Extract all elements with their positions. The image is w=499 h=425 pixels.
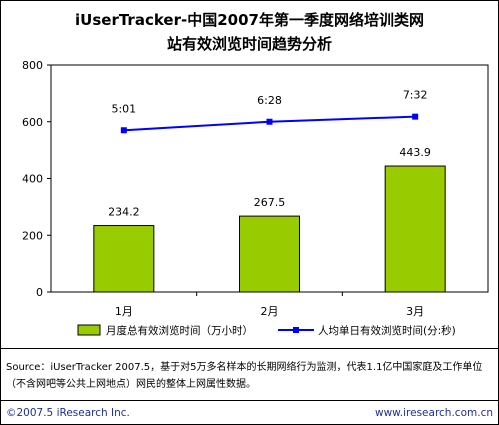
line-data-label: 7:32	[403, 89, 428, 102]
y-tick-label: 800	[22, 59, 43, 72]
bar-data-label: 443.9	[399, 146, 431, 159]
legend-bar-label: 月度总有效浏览时间（万小时）	[106, 324, 253, 337]
bar-data-label: 267.5	[254, 196, 286, 209]
bar	[239, 215, 300, 293]
x-tick-label: 1月	[115, 305, 133, 318]
line-data-label: 5:01	[111, 102, 136, 115]
line-point	[266, 118, 273, 125]
website-url: www.iresearch.com.cn	[374, 407, 493, 419]
chart-title-line1: iUserTracker-中国2007年第一季度网络培训类网	[75, 11, 424, 29]
source-note: Source：iUserTracker 2007.5，基于对5万多名样本的长期网…	[6, 362, 483, 390]
bar	[384, 165, 446, 293]
chart-title: iUserTracker-中国2007年第一季度网络培训类网 站有效浏览时间趋势…	[0, 8, 499, 56]
legend-bar-swatch	[77, 324, 101, 336]
y-tick-label: 600	[22, 116, 43, 129]
chart-title-line2: 站有效浏览时间趋势分析	[166, 35, 332, 53]
copyright-text: ©2007.5 iResearch Inc.	[6, 407, 130, 419]
x-tick-label: 2月	[261, 305, 279, 318]
bar-data-label: 234.2	[108, 206, 140, 219]
y-tick-label: 400	[22, 173, 43, 186]
legend-divider	[0, 348, 499, 349]
line-point	[120, 127, 127, 134]
x-tick-label: 3月	[406, 305, 424, 318]
y-tick-label: 200	[22, 229, 43, 242]
line-point	[412, 113, 419, 120]
y-tick-label: 0	[36, 286, 43, 299]
bar	[93, 225, 155, 293]
legend-line-label: 人均单日有效浏览时间(分:秒)	[318, 324, 456, 337]
line-data-label: 6:28	[257, 94, 282, 107]
footer-divider	[0, 400, 499, 401]
legend-line-marker	[293, 327, 299, 333]
